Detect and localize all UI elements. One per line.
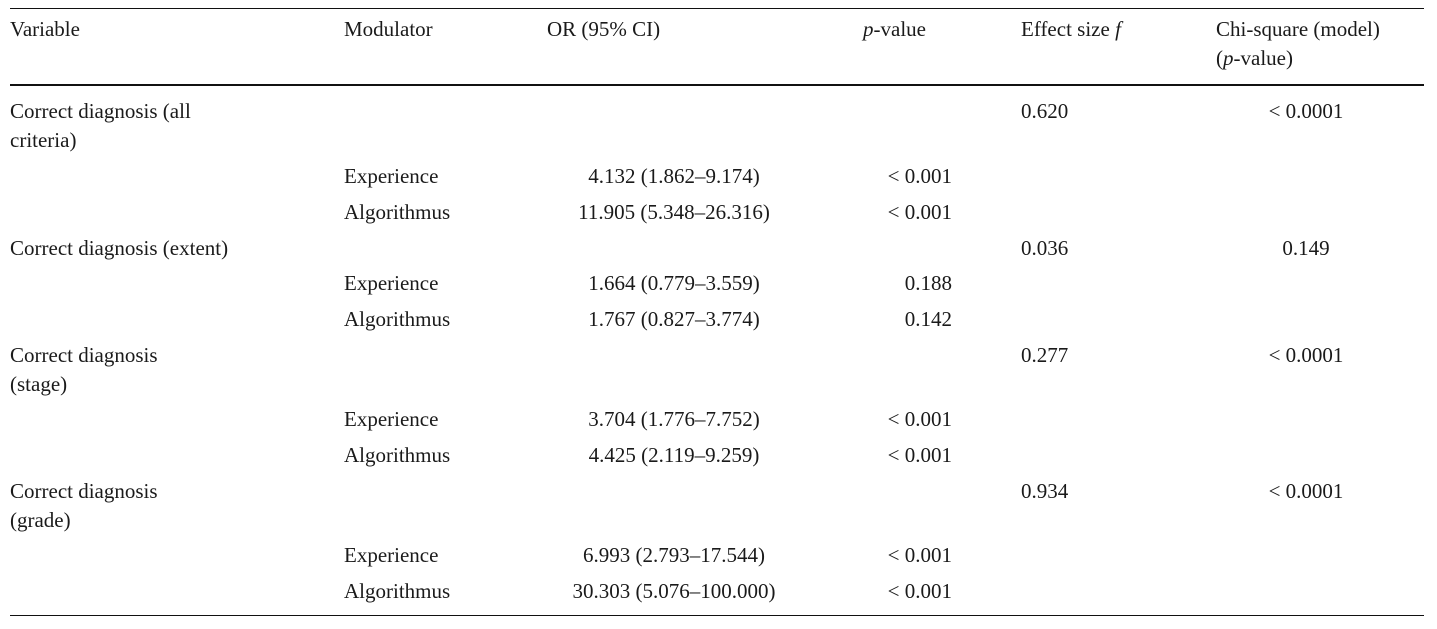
table-bottom-rule — [10, 615, 1424, 616]
header-chi-open: ( — [1216, 46, 1223, 70]
row-p-value: < 0.001 — [887, 543, 952, 567]
row-p-value: < 0.001 — [887, 407, 952, 431]
row-p-value: 0.188 — [904, 271, 952, 295]
header-chi-line2: (p-value) — [1216, 44, 1380, 73]
group-effect-size: 0.934 — [1021, 479, 1069, 503]
row-modulator: Algorithmus — [344, 200, 451, 224]
row-modulator: Experience — [344, 271, 439, 295]
row-p-value: 0.142 — [904, 307, 952, 331]
row-or: 1.767 (0.827–3.774) — [588, 307, 760, 331]
row-or: 3.704 (1.776–7.752) — [588, 407, 760, 431]
header-chi-italic: p — [1223, 46, 1234, 70]
header-chi-line1: Chi-square (model) — [1216, 17, 1380, 41]
group-variable: Correct diagnosis (stage) — [10, 343, 158, 396]
header-effect-italic: f — [1115, 17, 1121, 41]
group-variable: Correct diagnosis (all criteria) — [10, 99, 191, 152]
header-chi-rest: -value) — [1233, 46, 1293, 70]
group-chi-p: < 0.0001 — [1268, 343, 1344, 367]
header-effect-size: Effect size f — [1021, 15, 1121, 44]
group-chi-p: < 0.0001 — [1268, 99, 1344, 123]
row-modulator: Algorithmus — [344, 443, 451, 467]
row-p-value: < 0.001 — [887, 443, 952, 467]
header-modulator: Modulator — [344, 17, 433, 41]
group-variable: Correct diagnosis (grade) — [10, 479, 158, 532]
row-or: 6.993 (2.793–17.544) — [583, 543, 765, 567]
row-p-value: < 0.001 — [887, 579, 952, 603]
row-modulator: Algorithmus — [344, 579, 451, 603]
row-or: 4.425 (2.119–9.259) — [588, 443, 760, 467]
header-or: OR (95% CI) — [547, 17, 661, 41]
row-or: 1.664 (0.779–3.559) — [588, 271, 760, 295]
group-effect-size: 0.036 — [1021, 236, 1069, 260]
table-top-rule — [10, 8, 1424, 9]
row-or: 11.905 (5.348–26.316) — [578, 200, 770, 224]
group-chi-p: 0.149 — [1282, 236, 1330, 260]
row-p-value: < 0.001 — [887, 164, 952, 188]
row-modulator: Experience — [344, 543, 439, 567]
group-variable: Correct diagnosis (extent) — [10, 236, 229, 260]
row-modulator: Experience — [344, 407, 439, 431]
header-chi-square: Chi-square (model) (p-value) — [1216, 15, 1380, 73]
group-effect-size: 0.277 — [1021, 343, 1069, 367]
row-p-value: < 0.001 — [887, 200, 952, 224]
row-modulator: Algorithmus — [344, 307, 451, 331]
group-effect-size: 0.620 — [1021, 99, 1069, 123]
header-p-italic: p — [863, 17, 874, 41]
row-or: 30.303 (5.076–100.000) — [572, 579, 776, 603]
header-p-rest: -value — [873, 17, 926, 41]
row-modulator: Experience — [344, 164, 439, 188]
header-p-value: p-value — [863, 15, 926, 44]
header-effect-prefix: Effect size — [1021, 17, 1116, 41]
header-variable: Variable — [10, 17, 80, 41]
table-header-rule — [10, 84, 1424, 86]
row-or: 4.132 (1.862–9.174) — [588, 164, 760, 188]
group-chi-p: < 0.0001 — [1268, 479, 1344, 503]
